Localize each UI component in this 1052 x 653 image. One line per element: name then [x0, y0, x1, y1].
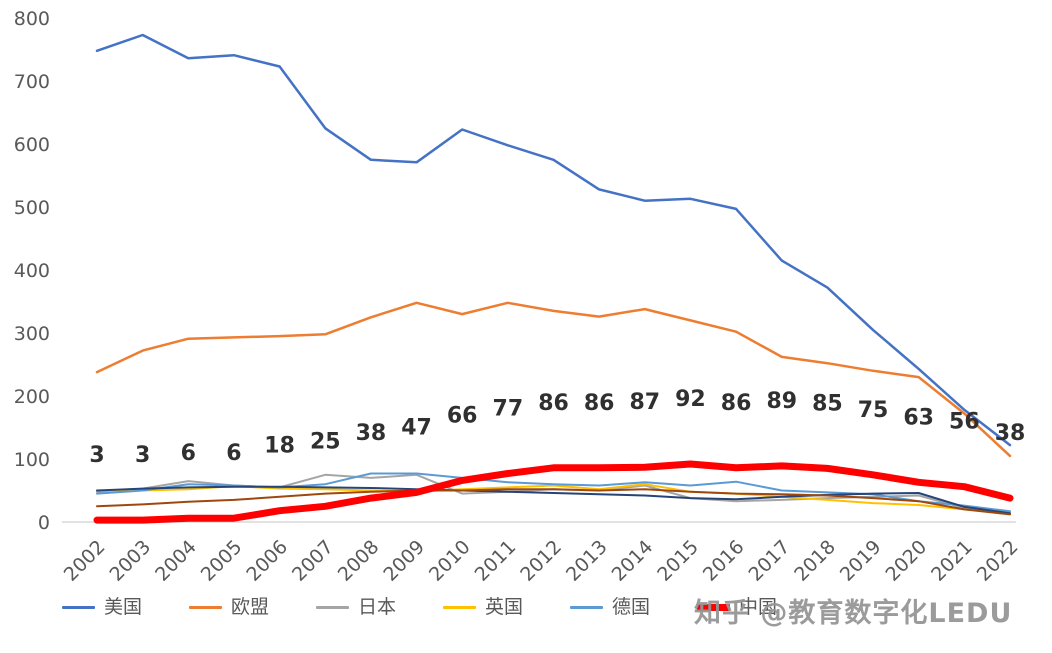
legend-item-欧盟: 欧盟 [189, 598, 316, 617]
x-tick-label: 2005 [197, 536, 247, 586]
legend-swatch [62, 606, 95, 609]
legend-item-德国: 德国 [570, 598, 697, 617]
x-tick-label: 2007 [288, 536, 338, 586]
x-tick-label: 2003 [105, 536, 155, 586]
legend-item-中国: 中国 [697, 598, 824, 617]
x-tick-label: 2004 [151, 536, 201, 586]
y-tick-label: 200 [14, 386, 50, 408]
data-label: 92 [675, 387, 706, 412]
data-label: 38 [995, 421, 1026, 446]
data-label: 86 [721, 391, 752, 416]
data-label: 63 [903, 405, 934, 430]
legend-label: 日本 [358, 596, 397, 618]
legend-item-英国: 英国 [443, 598, 570, 617]
legend-label: 中国 [739, 596, 778, 618]
x-tick-label: 2011 [471, 536, 521, 586]
x-tick-label: 2013 [562, 536, 612, 586]
x-tick-label: 2015 [653, 536, 703, 586]
legend-swatch [697, 604, 730, 611]
legend-swatch [570, 606, 603, 609]
x-tick-label: 2022 [973, 536, 1023, 586]
data-label: 38 [356, 421, 387, 446]
y-tick-label: 700 [14, 71, 50, 93]
y-tick-label: 300 [14, 323, 50, 345]
data-label: 75 [858, 398, 889, 423]
data-label: 86 [584, 391, 615, 416]
legend-label: 美国 [104, 596, 143, 618]
data-label: 6 [181, 441, 196, 466]
data-label: 3 [135, 443, 150, 468]
x-tick-label: 2020 [881, 536, 931, 586]
data-label: 77 [493, 396, 524, 421]
watermark: 知乎 @教育数字化LEDU [694, 598, 1013, 629]
legend-swatch [316, 606, 349, 609]
series-line-中国 [93, 460, 1014, 524]
data-label: 6 [226, 441, 241, 466]
x-tick-label: 2002 [60, 536, 110, 586]
y-tick-label: 400 [14, 260, 50, 282]
series-line [96, 488, 1011, 516]
legend-item-日本: 日本 [316, 598, 443, 617]
data-label: 3 [89, 443, 104, 468]
legend-label: 英国 [485, 596, 524, 618]
x-tick-label: 2016 [699, 536, 749, 586]
y-tick-label: 800 [14, 8, 50, 30]
data-label: 89 [766, 389, 797, 414]
chart-legend: 美国 欧盟 日本 英国 德国 中国 [62, 598, 824, 617]
data-label: 25 [310, 429, 341, 454]
y-tick-label: 500 [14, 197, 50, 219]
series-line [96, 485, 1011, 515]
x-tick-label: 2006 [242, 536, 292, 586]
x-tick-label: 2021 [927, 536, 977, 586]
x-tick-label: 2010 [425, 536, 475, 586]
x-tick-label: 2008 [334, 536, 384, 586]
data-label: 47 [401, 415, 432, 440]
data-label: 18 [264, 434, 295, 459]
data-label: 87 [629, 390, 660, 415]
series-line-美国 [95, 33, 1012, 447]
y-tick-label: 600 [14, 134, 50, 156]
x-tick-label: 2012 [516, 536, 566, 586]
legend-label: 德国 [612, 596, 651, 618]
x-tick-label: 2019 [836, 536, 886, 586]
y-tick-label: 100 [14, 449, 50, 471]
x-tick-label: 2014 [608, 536, 658, 586]
y-tick-label: 0 [38, 512, 50, 534]
x-tick-label: 2009 [379, 536, 429, 586]
data-label: 85 [812, 391, 843, 416]
data-label: 66 [447, 403, 478, 428]
legend-item-美国: 美国 [62, 598, 189, 617]
legend-label: 欧盟 [231, 596, 270, 618]
legend-swatch [443, 606, 476, 609]
x-tick-label: 2018 [790, 536, 840, 586]
series-line-欧盟 [95, 301, 1012, 458]
x-tick-label: 2017 [745, 536, 795, 586]
data-label: 56 [949, 410, 980, 435]
legend-swatch [189, 606, 222, 609]
data-label: 86 [538, 391, 569, 416]
